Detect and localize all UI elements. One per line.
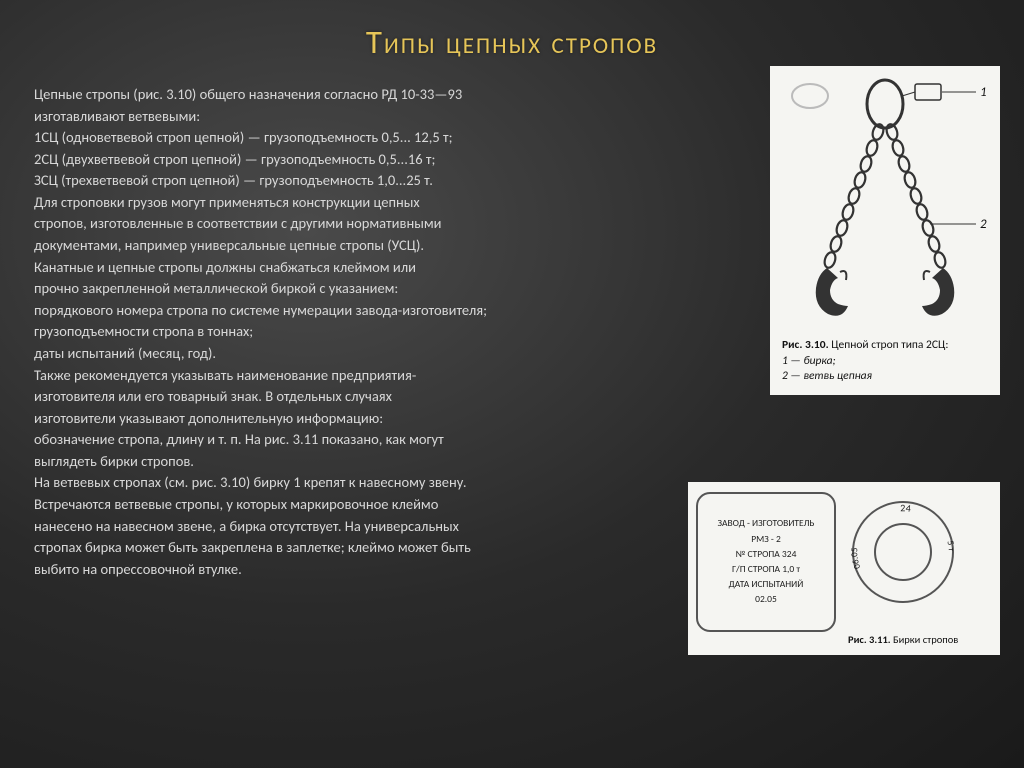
figure-3-11-caption: Рис. 3.11. Бирки стропов <box>848 633 968 647</box>
body-text: Цепные стропы (рис. 3.10) общего назначе… <box>34 84 714 580</box>
body-line: грузоподъемности стропа в тоннах; <box>34 321 714 342</box>
body-line: Канатные и цепные стропы должны снабжать… <box>34 257 714 278</box>
body-line: изготовители указывают дополнительную ин… <box>34 408 714 429</box>
body-line: 2СЦ (двухветвевой строп цепной) — грузоп… <box>34 149 714 170</box>
tag-line: № СТРОПА 324 <box>736 547 797 562</box>
body-line: На ветвевых стропах (см. рис. 3.10) бирк… <box>34 472 714 493</box>
tag-line: 02.05 <box>755 592 777 607</box>
body-line: 1СЦ (одноветвевой строп цепной) — грузоп… <box>34 127 714 148</box>
callout-1: 1 <box>980 85 987 100</box>
tag-line: ЗАВОД - ИЗГОТОВИТЕЛЬ <box>718 516 815 531</box>
figure-3-10-panel: 1 2 Рис. 3.10. Цепной строп типа 2СЦ: 1 … <box>770 66 1000 395</box>
figure-3-11-panel: ЗАВОД - ИЗГОТОВИТЕЛЬ РМЗ - 2 № СТРОПА 32… <box>688 482 1000 655</box>
tag-rectangular: ЗАВОД - ИЗГОТОВИТЕЛЬ РМЗ - 2 № СТРОПА 32… <box>696 492 836 632</box>
slide-title: Типы цепных стропов <box>0 22 1024 62</box>
body-line: обозначение стропа, длину и т. п. На рис… <box>34 429 714 450</box>
body-line: Также рекомендуется указывать наименован… <box>34 365 714 386</box>
caption-bold: Рис. 3.10. <box>782 338 829 352</box>
chain-sling-diagram: 1 2 <box>780 74 990 334</box>
tag-line: РМЗ - 2 <box>751 532 781 547</box>
body-line: изготавливают ветвевыми: <box>34 106 714 127</box>
caption-legend-1: 1 — бирка; <box>782 354 836 368</box>
body-line: Встречаются ветвевые стропы, у которых м… <box>34 494 714 515</box>
body-line: выбито на опрессовочной втулке. <box>34 559 714 580</box>
tag-ring-diagram: 24 5 т 06.05 <box>848 492 968 622</box>
body-line: Цепные стропы (рис. 3.10) общего назначе… <box>34 84 714 105</box>
caption-legend-2: 2 — ветвь цепная <box>782 369 872 383</box>
body-line: документами, например универсальные цепн… <box>34 235 714 256</box>
svg-text:24: 24 <box>900 501 911 515</box>
figure-3-10-caption: Рис. 3.10. Цепной строп типа 2СЦ: 1 — би… <box>776 338 994 385</box>
body-line: стропах бирка может быть закреплена в за… <box>34 537 714 558</box>
tag-ring-wrap: 24 5 т 06.05 Рис. 3.11. Бирки стропов <box>848 492 968 647</box>
caption-title: Цепной строп типа 2СЦ: <box>831 338 948 352</box>
caption-bold: Рис. 3.11. <box>848 633 891 646</box>
body-line: нанесено на навесном звене, а бирка отсу… <box>34 516 714 537</box>
body-line: выглядеть бирки стропов. <box>34 451 714 472</box>
tag-line: ДАТА ИСПЫТАНИЙ <box>729 577 804 592</box>
body-line: прочно закрепленной металлической биркой… <box>34 278 714 299</box>
body-line: даты испытаний (месяц, год). <box>34 343 714 364</box>
caption-text: Бирки стропов <box>893 633 958 646</box>
body-line: Для строповки грузов могут применяться к… <box>34 192 714 213</box>
body-line: стропов, изготовленные в соответствии с … <box>34 213 714 234</box>
tag-line: Г/П СТРОПА 1,0 т <box>732 562 800 577</box>
callout-2: 2 <box>980 217 987 232</box>
body-line: порядкового номера стропа по системе нум… <box>34 300 714 321</box>
svg-text:06.05: 06.05 <box>849 547 863 571</box>
body-line: изготовителя или его товарный знак. В от… <box>34 386 714 407</box>
svg-text:5 т: 5 т <box>944 540 956 552</box>
body-line: ЗСЦ (трехветвевой строп цепной) — грузоп… <box>34 170 714 191</box>
